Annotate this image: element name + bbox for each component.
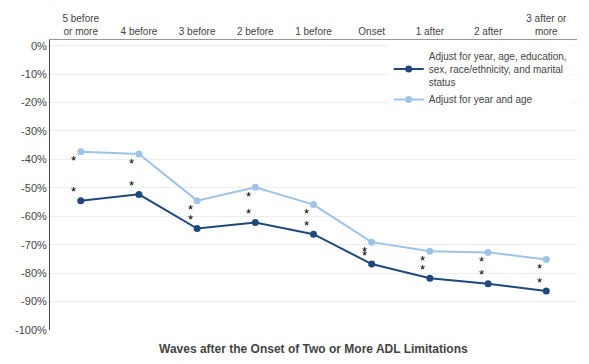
svg-text:3 after ormore: 3 after ormore xyxy=(526,13,567,37)
svg-text:2 after: 2 after xyxy=(474,26,503,37)
svg-text:-80%: -80% xyxy=(21,267,47,279)
svg-text:*: * xyxy=(479,267,484,282)
svg-text:-70%: -70% xyxy=(21,239,47,251)
svg-text:*: * xyxy=(420,253,425,268)
svg-text:Waves after the Onset of Two o: Waves after the Onset of Two or More ADL… xyxy=(159,342,468,356)
svg-text:*: * xyxy=(246,206,251,221)
svg-text:*: * xyxy=(188,202,193,217)
svg-text:-30%: -30% xyxy=(21,125,47,137)
svg-text:Onset: Onset xyxy=(358,26,385,37)
svg-text:*: * xyxy=(71,184,76,199)
svg-text:0%: 0% xyxy=(31,40,47,52)
svg-text:-60%: -60% xyxy=(21,210,47,222)
svg-text:5 beforeor more: 5 beforeor more xyxy=(62,13,99,37)
svg-text:*: * xyxy=(129,178,134,193)
svg-text:Adjust for year, age, educatio: Adjust for year, age, education,sex, rac… xyxy=(429,51,567,88)
svg-text:1 after: 1 after xyxy=(416,26,445,37)
svg-text:*: * xyxy=(537,261,542,276)
svg-text:3 before: 3 before xyxy=(179,26,216,37)
svg-text:*: * xyxy=(304,206,309,221)
svg-text:-100%: -100% xyxy=(15,324,47,336)
svg-text:*: * xyxy=(246,189,251,204)
svg-text:1 before: 1 before xyxy=(295,26,332,37)
svg-text:-10%: -10% xyxy=(21,68,47,80)
svg-text:*: * xyxy=(71,153,76,168)
svg-text:-40%: -40% xyxy=(21,153,47,165)
svg-text:*: * xyxy=(362,248,367,263)
svg-text:*: * xyxy=(479,254,484,269)
svg-text:-20%: -20% xyxy=(21,96,47,108)
svg-text:-90%: -90% xyxy=(21,295,47,307)
svg-text:-50%: -50% xyxy=(21,182,47,194)
svg-text:Adjust for year and age: Adjust for year and age xyxy=(429,94,533,105)
svg-text:*: * xyxy=(188,212,193,227)
svg-text:4 before: 4 before xyxy=(121,26,158,37)
svg-text:*: * xyxy=(129,156,134,171)
svg-text:*: * xyxy=(304,218,309,233)
svg-text:*: * xyxy=(420,262,425,277)
svg-text:*: * xyxy=(362,244,367,259)
svg-text:2 before: 2 before xyxy=(237,26,274,37)
svg-text:*: * xyxy=(537,275,542,290)
